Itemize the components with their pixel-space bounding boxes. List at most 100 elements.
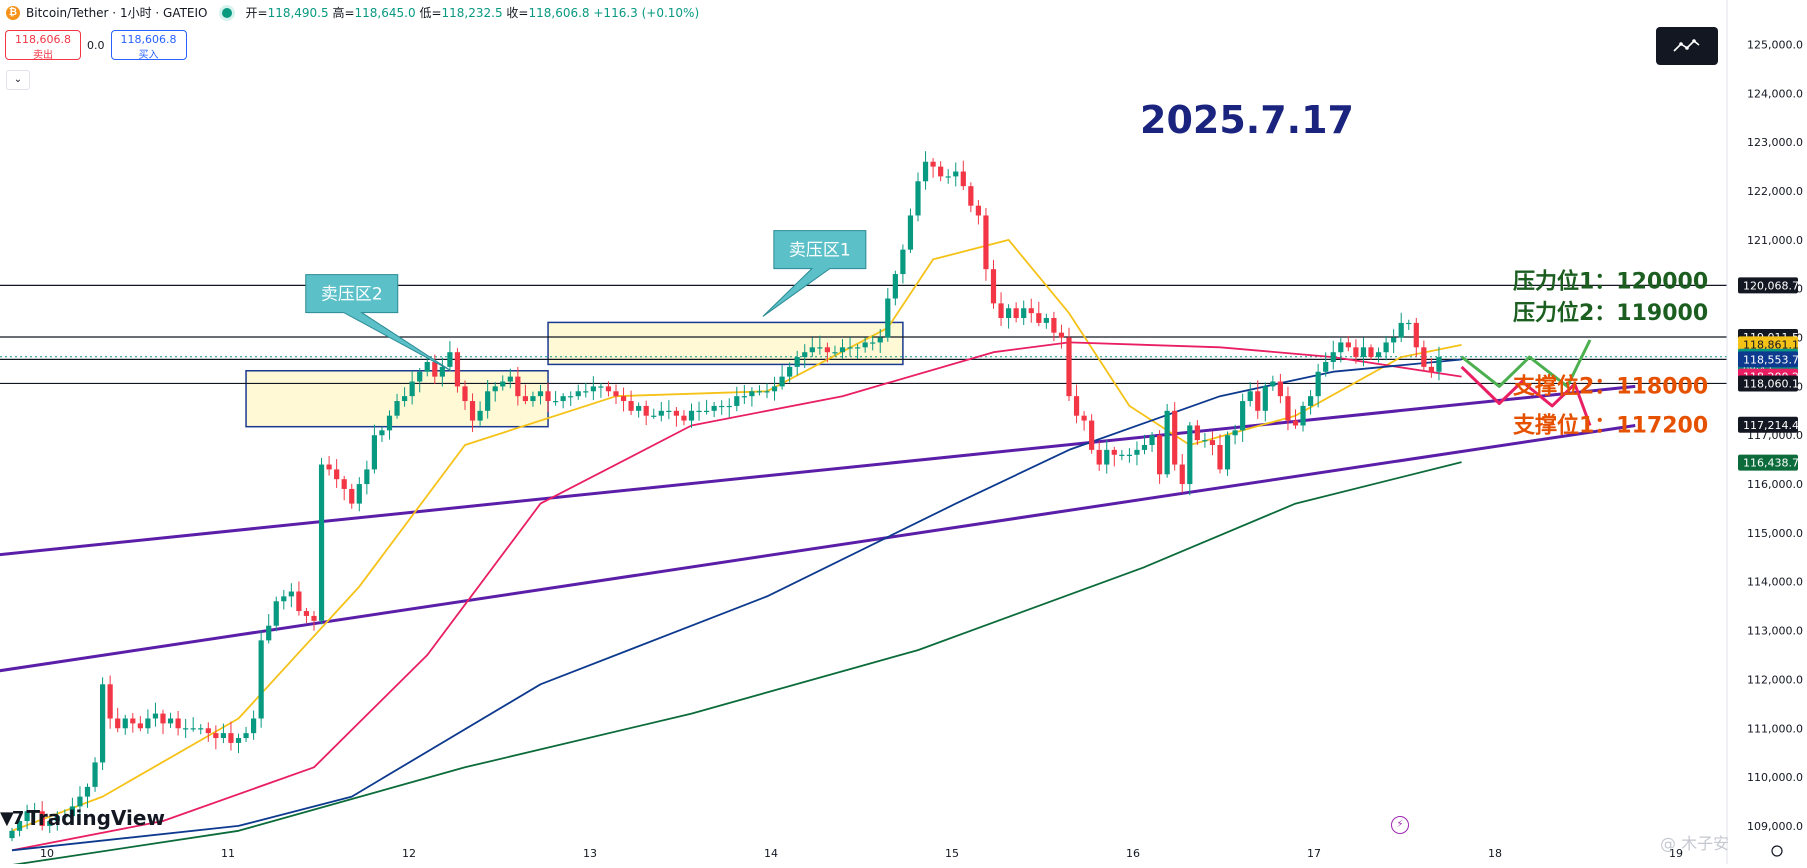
market-status-icon: [221, 7, 232, 18]
price-label-bg: [1738, 416, 1798, 433]
candle: [462, 386, 468, 402]
price-label-4: 118,553.7: [1743, 353, 1799, 366]
candle: [1338, 342, 1344, 353]
candle: [371, 435, 377, 470]
candle: [243, 733, 249, 739]
candle: [281, 596, 287, 602]
candle: [960, 171, 966, 187]
x-tick-label: 18: [1488, 847, 1502, 860]
candle: [930, 161, 936, 167]
lightning-icon[interactable]: ⚡: [1391, 816, 1409, 834]
symbol-label[interactable]: Bitcoin/Tether · 1小时 · GATEIO: [26, 6, 208, 20]
x-tick-label: 10: [40, 847, 54, 860]
candle: [258, 640, 264, 719]
price-label-6: 118,060.1: [1743, 377, 1799, 390]
candle: [492, 386, 498, 392]
candle: [409, 381, 415, 397]
candle: [1436, 357, 1442, 372]
x-tick-label: 17: [1307, 847, 1321, 860]
candle: [590, 386, 596, 392]
candle: [145, 718, 151, 729]
candle: [1292, 420, 1299, 426]
candle: [1360, 347, 1367, 358]
candle: [1398, 322, 1404, 338]
price-label-7: 117,214.4: [1743, 419, 1799, 432]
price-label-8: 116,438.7: [1743, 457, 1799, 470]
y-tick-label: 111,000.0: [1747, 722, 1803, 735]
projection-path-2: [1460, 365, 1592, 427]
candle: [220, 733, 226, 739]
candle: [756, 391, 763, 393]
collapse-legend-button[interactable]: ⌄: [6, 70, 30, 90]
candle: [1194, 425, 1200, 441]
candle: [953, 171, 959, 177]
x-tick-label: 15: [945, 847, 959, 860]
candle: [900, 249, 906, 275]
level-annotation-3: 支撑位1：117200: [1513, 412, 1708, 438]
candle: [334, 469, 340, 480]
candle: [115, 718, 121, 729]
candle: [658, 410, 664, 416]
candle: [832, 352, 838, 354]
candle: [47, 821, 53, 826]
candle: [1013, 308, 1019, 319]
candle: [870, 342, 876, 344]
candle: [1428, 366, 1434, 372]
candle: [1277, 381, 1283, 397]
candle: [1368, 347, 1374, 358]
candle: [802, 352, 808, 358]
buy-button[interactable]: 118,606.8 买入: [110, 30, 187, 61]
trendline-2: [0, 423, 1636, 673]
candle: [454, 352, 461, 387]
series-ma-60: [11, 341, 1462, 852]
candle: [636, 405, 642, 411]
candle: [575, 391, 581, 397]
candle: [1421, 347, 1427, 367]
candle: [364, 469, 370, 485]
price-label-2: 118,861.1: [1743, 338, 1799, 351]
candle: [1262, 386, 1268, 411]
y-axis: 125,000.0 124,000.0 123,000.0 122,000.0 121,…: [1726, 0, 1803, 864]
candle: [779, 376, 785, 387]
candle: [892, 274, 898, 299]
candle: [447, 352, 453, 367]
candle: [741, 396, 747, 398]
candle: [922, 161, 929, 182]
candle: [1073, 396, 1080, 416]
candle: [485, 391, 491, 411]
level-annotation-0: 压力位1：120000: [1513, 268, 1708, 294]
candle: [349, 488, 355, 504]
candle: [39, 811, 45, 826]
candle: [1096, 449, 1102, 465]
candle: [749, 391, 755, 397]
candle: [847, 347, 853, 349]
candle: [1209, 440, 1216, 445]
candle: [1202, 440, 1208, 442]
price-label-bg: [1738, 351, 1798, 368]
candle: [1043, 318, 1049, 323]
candle: [341, 479, 347, 489]
candle: [1255, 391, 1261, 411]
candle: [915, 181, 921, 216]
price-change: +116.3 (+0.10%): [593, 6, 700, 20]
candle: [719, 405, 725, 408]
y-tick-label: 121,000.0: [1747, 234, 1803, 247]
candle: [515, 376, 521, 397]
x-tick-label: 19: [1669, 847, 1683, 860]
zone-callout-1: [305, 274, 452, 372]
candle: [303, 611, 310, 616]
sell-button[interactable]: 118,606.8 卖出: [5, 30, 81, 61]
ohlc-values: 开=118,490.5 高=118,645.0 低=118,232.5 收=11…: [245, 6, 700, 20]
candle: [266, 625, 272, 641]
candle: [1134, 449, 1140, 455]
trade-panel: 118,606.8 卖出 0.0 118,606.8 买入: [5, 30, 187, 61]
chart-title: 2025.7.17: [1140, 98, 1354, 142]
candle: [1172, 410, 1178, 465]
candle: [537, 391, 544, 397]
candle: [386, 415, 393, 431]
chart-type-button[interactable]: [1656, 27, 1718, 65]
candle: [130, 718, 136, 724]
tradingview-logo[interactable]: ▼7 TradingView: [0, 806, 165, 830]
